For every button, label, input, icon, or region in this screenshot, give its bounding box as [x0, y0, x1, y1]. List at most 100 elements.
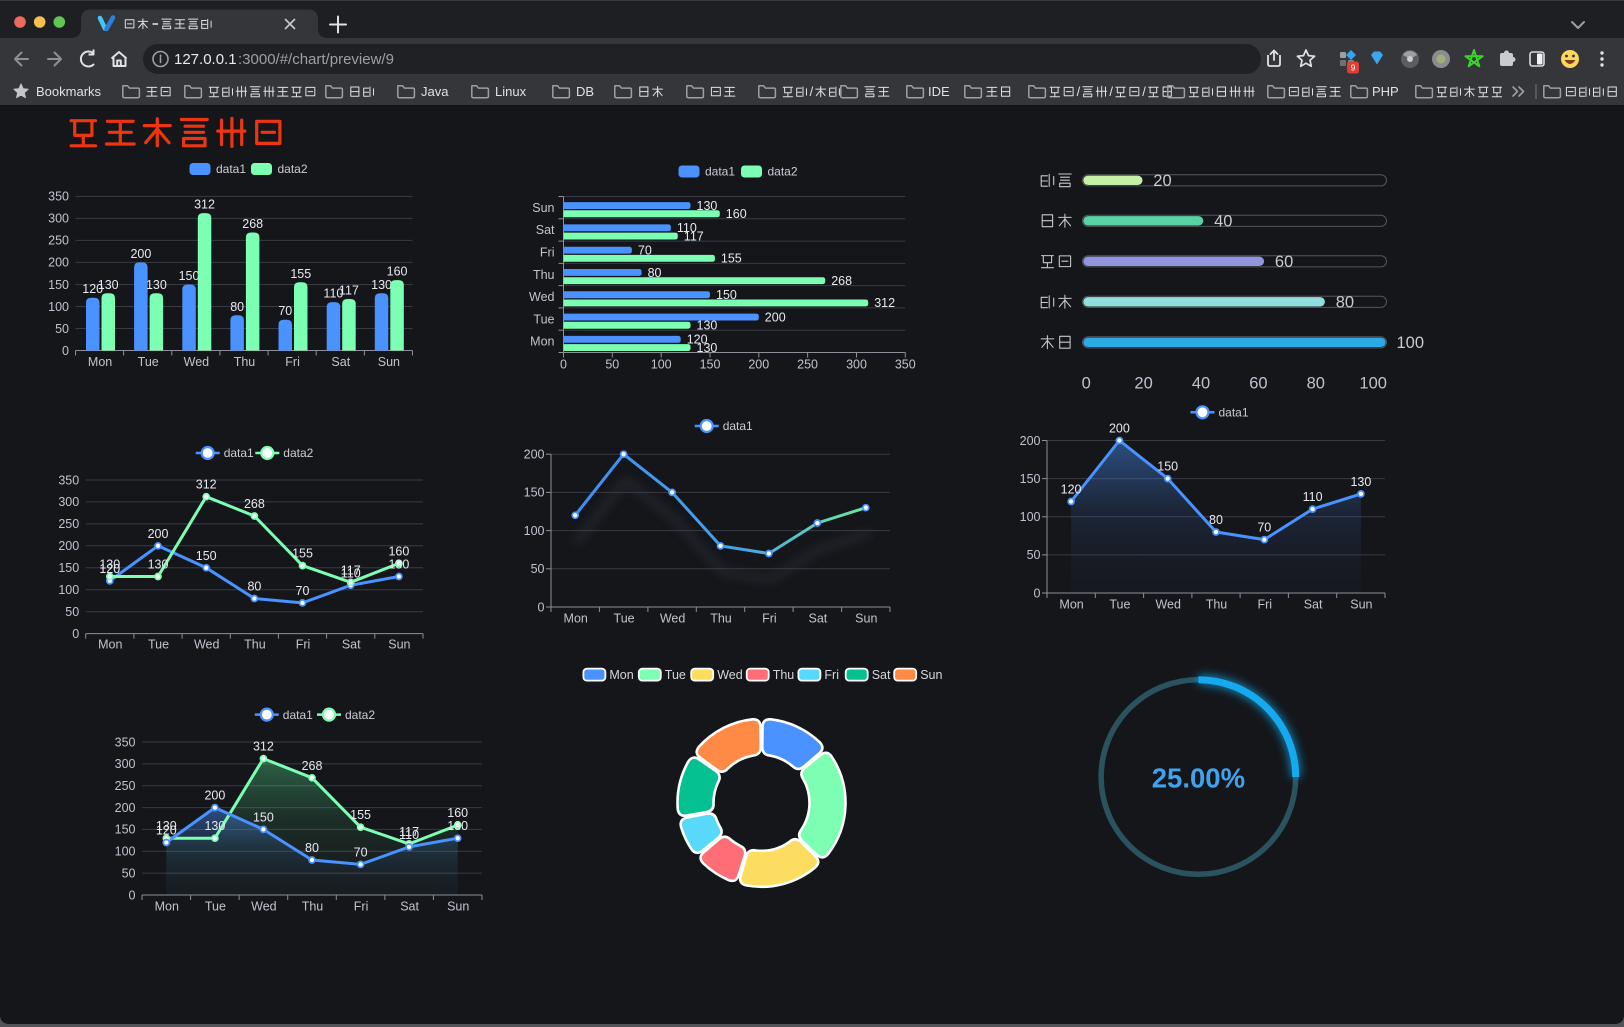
svg-text:/: / — [1077, 84, 1081, 99]
svg-text:150: 150 — [524, 486, 545, 500]
svg-text:Fri: Fri — [1258, 598, 1273, 612]
svg-text:80: 80 — [1336, 294, 1354, 312]
svg-text:Thu: Thu — [244, 638, 266, 652]
svg-text:160: 160 — [447, 806, 468, 820]
svg-text:50: 50 — [531, 562, 545, 576]
svg-text:250: 250 — [797, 358, 818, 372]
svg-text:130: 130 — [156, 819, 177, 833]
svg-text:150: 150 — [1020, 472, 1041, 486]
svg-text:110: 110 — [399, 828, 419, 842]
svg-text:data2: data2 — [283, 446, 313, 460]
svg-text:100: 100 — [1397, 334, 1425, 352]
svg-text:50: 50 — [605, 358, 619, 372]
svg-text:0: 0 — [1034, 586, 1041, 600]
svg-text:Thu: Thu — [773, 668, 795, 682]
svg-text:IDE: IDE — [928, 84, 950, 99]
svg-text:Mon: Mon — [98, 638, 122, 652]
svg-text:Wed: Wed — [251, 900, 277, 914]
svg-text:268: 268 — [242, 217, 263, 231]
svg-text:268: 268 — [244, 497, 265, 511]
svg-text:Tue: Tue — [205, 900, 226, 914]
svg-text:127.0.0.1: 127.0.0.1 — [174, 51, 237, 68]
svg-text:0: 0 — [62, 344, 69, 358]
svg-text:data1: data1 — [705, 165, 735, 179]
svg-text:150: 150 — [253, 810, 274, 824]
svg-text:155: 155 — [290, 267, 311, 281]
svg-text:Linux: Linux — [495, 84, 527, 99]
svg-text:130: 130 — [98, 278, 119, 292]
svg-text:Tue: Tue — [614, 612, 635, 626]
svg-text:200: 200 — [115, 801, 136, 815]
svg-text:200: 200 — [765, 310, 786, 324]
svg-text:50: 50 — [122, 866, 136, 880]
svg-text:117: 117 — [341, 563, 361, 577]
svg-text:130: 130 — [697, 199, 718, 213]
svg-text:312: 312 — [253, 740, 274, 754]
svg-text:Sat: Sat — [809, 612, 828, 626]
svg-text:110: 110 — [323, 287, 343, 301]
svg-text:250: 250 — [58, 517, 79, 531]
svg-text:117: 117 — [684, 229, 704, 243]
svg-text:Wed: Wed — [184, 355, 210, 369]
svg-text:data1: data1 — [723, 419, 753, 433]
svg-text:data2: data2 — [345, 708, 375, 722]
svg-text:70: 70 — [638, 244, 652, 258]
svg-text:Sun: Sun — [388, 638, 410, 652]
svg-text:Fri: Fri — [296, 638, 311, 652]
svg-text:Fri: Fri — [285, 355, 300, 369]
svg-text:312: 312 — [874, 296, 895, 310]
svg-text:70: 70 — [354, 845, 368, 859]
svg-text:130: 130 — [1350, 475, 1371, 489]
svg-text:312: 312 — [196, 478, 217, 492]
svg-text:100: 100 — [524, 524, 545, 538]
svg-text:200: 200 — [524, 448, 545, 462]
svg-text:Fri: Fri — [540, 246, 555, 260]
svg-text:120: 120 — [687, 333, 708, 347]
svg-text:130: 130 — [99, 558, 120, 572]
svg-text:50: 50 — [55, 322, 69, 336]
svg-text:130: 130 — [697, 319, 718, 333]
svg-text:Java: Java — [421, 84, 449, 99]
svg-text:200: 200 — [48, 256, 69, 270]
svg-text:200: 200 — [748, 358, 769, 372]
svg-text:0: 0 — [1082, 375, 1091, 393]
svg-text:70: 70 — [296, 584, 310, 598]
svg-text:40: 40 — [1214, 213, 1232, 231]
svg-text:Sat: Sat — [1304, 598, 1323, 612]
svg-text:60: 60 — [1249, 375, 1267, 393]
svg-text:Mon: Mon — [609, 668, 633, 682]
svg-text:350: 350 — [58, 473, 79, 487]
svg-text:50: 50 — [65, 605, 79, 619]
svg-text:data2: data2 — [278, 162, 308, 176]
svg-text:Sun: Sun — [532, 201, 554, 215]
svg-text:Tue: Tue — [665, 668, 686, 682]
svg-text:110: 110 — [341, 566, 361, 580]
svg-text:data1: data1 — [224, 446, 254, 460]
svg-text:200: 200 — [130, 247, 151, 261]
svg-text:350: 350 — [895, 358, 916, 372]
svg-text:Tue: Tue — [148, 638, 169, 652]
svg-text:Fri: Fri — [824, 668, 839, 682]
svg-text:Mon: Mon — [155, 900, 179, 914]
svg-text:70: 70 — [278, 304, 292, 318]
svg-text:Sun: Sun — [855, 612, 877, 626]
svg-text:data1: data1 — [216, 162, 246, 176]
svg-text:110: 110 — [1303, 490, 1323, 504]
svg-text:data2: data2 — [768, 165, 798, 179]
svg-text:20: 20 — [1134, 375, 1152, 393]
svg-text:PHP: PHP — [1372, 84, 1399, 99]
svg-text:120: 120 — [156, 824, 177, 838]
svg-text:300: 300 — [846, 358, 867, 372]
svg-text:Sun: Sun — [1350, 598, 1372, 612]
svg-text:150: 150 — [179, 269, 200, 283]
svg-text:200: 200 — [204, 789, 225, 803]
svg-text:200: 200 — [1020, 434, 1041, 448]
svg-text:130: 130 — [371, 278, 392, 292]
svg-text:/: / — [1109, 84, 1113, 99]
svg-text:20: 20 — [1153, 172, 1171, 190]
svg-text:80: 80 — [1307, 375, 1325, 393]
svg-text:Mon: Mon — [1059, 598, 1083, 612]
svg-text:130: 130 — [447, 819, 468, 833]
svg-text:Wed: Wed — [1155, 598, 1181, 612]
svg-text:40: 40 — [1192, 375, 1210, 393]
